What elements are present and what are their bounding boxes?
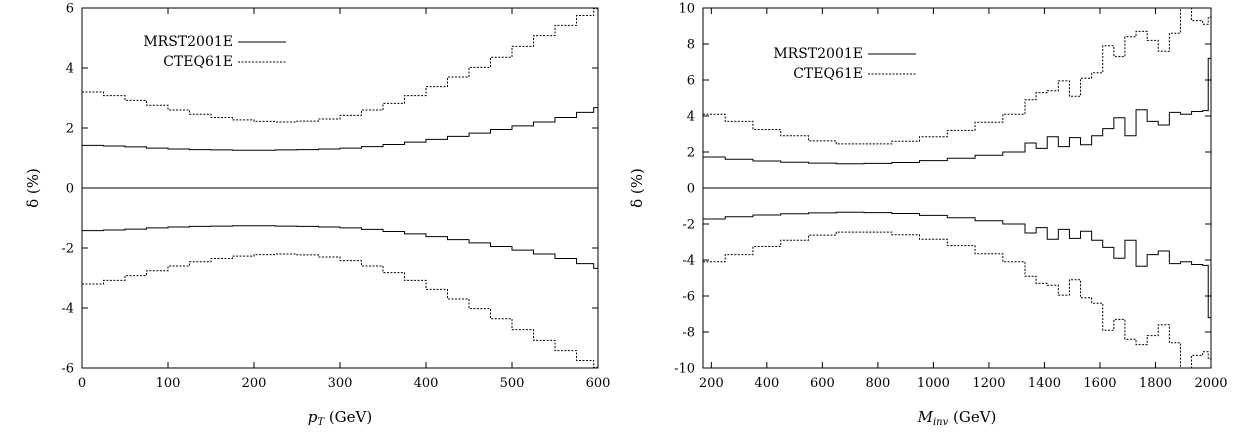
x-tick-label: 1600 [1083,376,1116,391]
y-tick-label: 0 [66,182,74,197]
x-axis-label: pT (GeV) [308,408,372,428]
y-tick-label: -4 [682,254,695,269]
legend-label: CTEQ61E [793,66,863,82]
x-axis-label: Minv (GeV) [917,408,997,428]
x-axis-label-main: M [917,408,934,426]
x-tick-label: 1000 [917,376,950,391]
x-tick-label: 400 [414,376,439,391]
x-tick-label: 1200 [972,376,1005,391]
x-axis-label-main: p [308,408,318,426]
chart-panel-1: 0 100 200 300 400 500 600 -6 -4 -2 0 2 4 6 MRST2001E CT… [24,2,610,429]
x-tick-label: 200 [242,376,267,391]
x-tick-label: 200 [699,376,724,391]
legend-label: CTEQ61E [163,54,233,70]
x-tick-label: 400 [754,376,779,391]
y-tick-label: 2 [687,146,695,161]
y-tick-label: -8 [682,326,695,341]
y-axis-label: δ (%) [24,168,42,208]
x-tick-label: 0 [78,376,86,391]
x-tick-label: 1400 [1028,376,1061,391]
x-tick-label: 300 [328,376,353,391]
y-tick-label: 6 [66,2,74,17]
y-tick-label: -6 [61,362,74,377]
series-line-cteq61e-lower [82,253,598,368]
y-axis-label: δ (%) [628,168,646,208]
series-line-cteq61e-upper [82,8,598,123]
y-tick-label: 4 [687,110,695,125]
x-tick-label: 600 [810,376,835,391]
legend-label: MRST2001E [143,34,233,50]
x-axis-label-sub: T [317,417,325,428]
series-line-cteq61e-lower [703,231,1211,369]
legend: MRST2001E CTEQ61E [143,34,286,70]
x-tick-label: 100 [156,376,181,391]
x-axis-label-rest: (GeV) [948,408,996,426]
series-line-mrst2001e-lower [703,211,1211,319]
chart-panel-2: 200 400 600 800 1000 1200 1400 1600 1800 2000 -10 -… [628,2,1228,429]
x-tick-label: 800 [865,376,890,391]
series-line-mrst2001e-upper [82,107,598,151]
y-tick-label: 10 [678,2,695,17]
y-tick-label: 6 [687,74,695,89]
x-tick-label: 600 [586,376,611,391]
x-tick-label: 2000 [1194,376,1227,391]
y-tick-label: -2 [682,218,695,233]
y-tick-label: 4 [66,62,74,77]
x-tick-label: 1800 [1139,376,1172,391]
legend-label: MRST2001E [773,46,863,62]
y-tick-label: -10 [674,362,695,377]
y-tick-label: -4 [61,302,74,317]
x-axis-label-sub: inv [933,417,949,428]
y-tick-label: 8 [687,38,695,53]
y-tick-label: -6 [682,290,695,305]
legend: MRST2001E CTEQ61E [773,46,916,82]
series-line-cteq61e-upper [703,7,1211,145]
series-line-mrst2001e-upper [703,57,1211,165]
x-axis-label-rest: (GeV) [324,408,372,426]
y-tick-label: 0 [687,182,695,197]
y-tick-label: 2 [66,122,74,137]
series-line-mrst2001e-lower [82,225,598,269]
x-tick-label: 500 [500,376,525,391]
y-tick-label: -2 [61,242,74,257]
